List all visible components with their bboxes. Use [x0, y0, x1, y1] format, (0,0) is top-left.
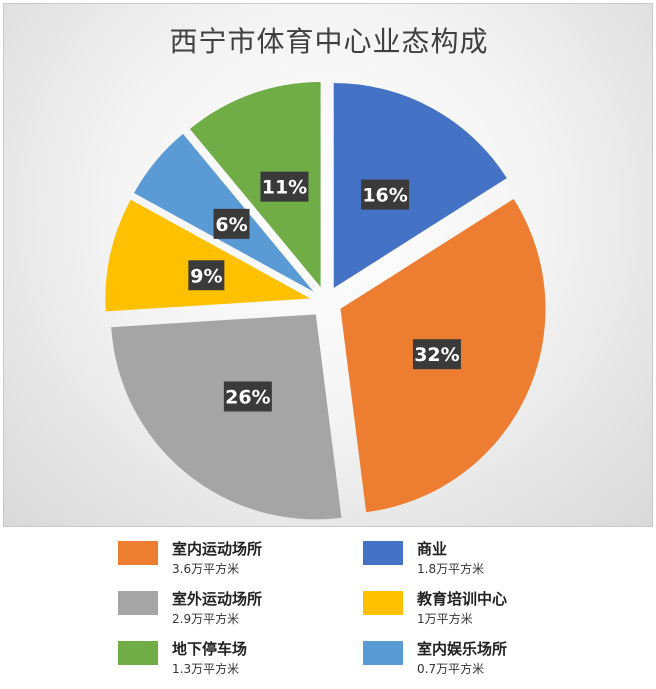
legend-label: 室内娱乐场所: [417, 640, 508, 658]
legend-item: 室内运动场所 3.6万平方米: [118, 537, 318, 581]
legend-swatch: [118, 641, 158, 665]
pie-slice-5: [189, 81, 321, 287]
data-label-3: 9%: [188, 260, 225, 291]
data-label-text-3: 9%: [190, 265, 222, 287]
legend-swatch: [118, 591, 158, 615]
legend-label: 室外运动场所: [172, 590, 263, 608]
legend-area: 2.9万平方米: [172, 612, 240, 626]
legend-area: 3.6万平方米: [172, 562, 240, 576]
legend-area: 1.8万平方米: [417, 562, 485, 576]
data-label-text-0: 16%: [362, 185, 407, 207]
legend-item: 室外运动场所 2.9万平方米: [118, 587, 318, 631]
pie-slice-3: [105, 199, 311, 312]
legend: 室内运动场所 3.6万平方米 商业 1.8万平方米室外运动场所 2.9万平方米 教育培训中…: [0, 527, 656, 689]
legend-label: 地下停车场: [172, 640, 248, 658]
data-label-text-2: 26%: [225, 386, 270, 408]
data-label-2: 26%: [223, 381, 272, 412]
legend-swatch: [363, 641, 403, 665]
data-label-text-5: 11%: [262, 177, 307, 199]
legend-label: 室内运动场所: [172, 540, 263, 558]
legend-label: 商业: [417, 540, 448, 558]
legend-area: 1.3万平方米: [172, 662, 240, 676]
chart-title: 西宁市体育中心业态构成: [169, 25, 489, 58]
pie-slice-0: [333, 82, 507, 288]
chart-area: 西宁市体育中心业态构成 16% 32% 26% 9% 6% 11%: [3, 3, 653, 527]
pie-chart: 16% 32% 26% 9% 6% 11%: [105, 81, 546, 520]
legend-swatch: [363, 591, 403, 615]
legend-swatch: [118, 541, 158, 565]
legend-item: 教育培训中心 1万平方米: [363, 587, 563, 631]
pie-slice-2: [111, 314, 342, 520]
legend-area: 1万平方米: [417, 612, 473, 626]
data-label-1: 32%: [412, 339, 461, 370]
legend-item: 商业 1.8万平方米: [363, 537, 563, 581]
legend-item: 地下停车场 1.3万平方米: [118, 637, 318, 681]
data-label-text-1: 32%: [414, 344, 459, 366]
data-label-0: 16%: [361, 179, 410, 210]
data-label-4: 6%: [213, 208, 250, 239]
legend-swatch: [363, 541, 403, 565]
legend-area: 0.7万平方米: [417, 662, 485, 676]
legend-label: 教育培训中心: [417, 590, 508, 608]
data-label-5: 11%: [260, 171, 309, 202]
data-label-text-4: 6%: [215, 214, 247, 236]
legend-item: 室内娱乐场所 0.7万平方米: [363, 637, 563, 681]
